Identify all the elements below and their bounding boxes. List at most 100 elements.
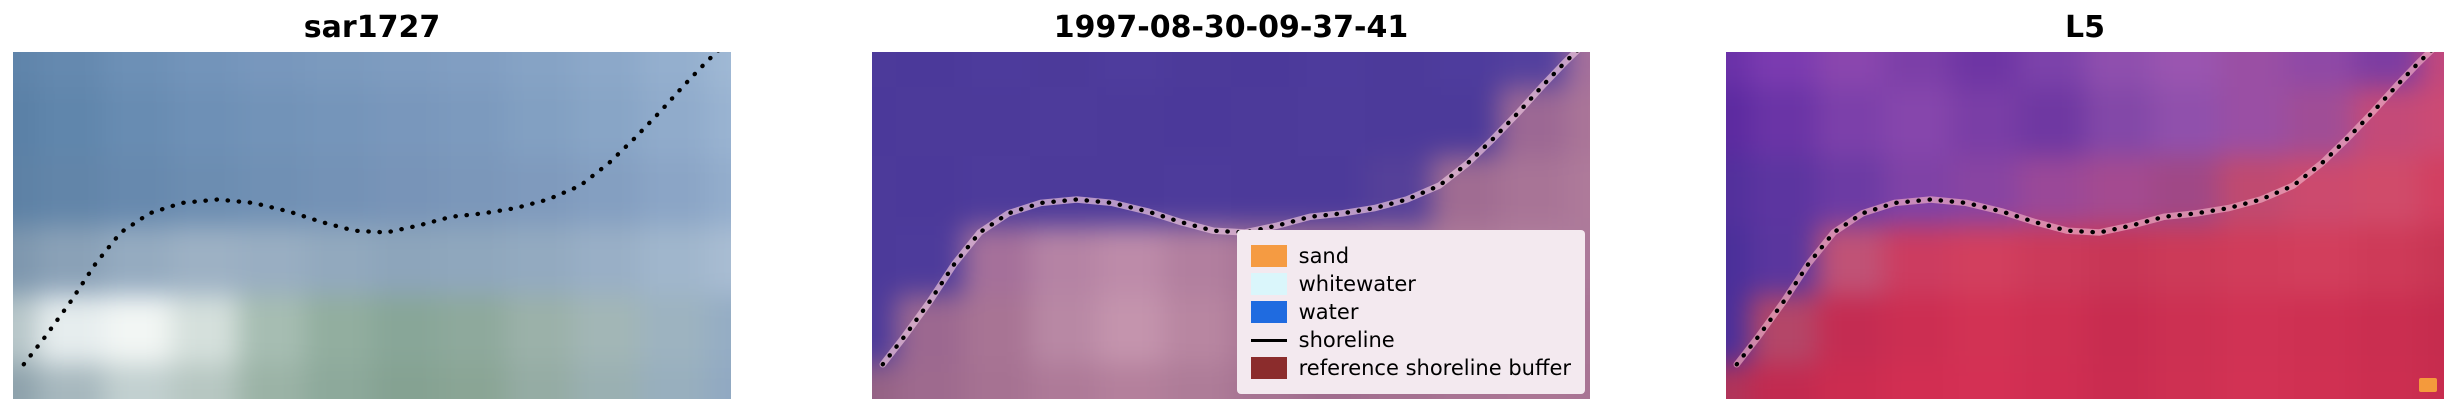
image-pixel (1816, 156, 1884, 226)
image-pixel (1096, 364, 1164, 399)
image-pixel (1298, 86, 1366, 157)
legend-item: shoreline (1250, 328, 1571, 352)
image-pixel (872, 86, 896, 157)
image-pixel (304, 225, 372, 295)
image-pixel (1749, 86, 1817, 157)
image-pixel (304, 156, 372, 226)
image-pixel (640, 364, 708, 399)
image-pixel (2017, 156, 2085, 226)
legend-label: water (1298, 300, 1359, 324)
image-pixel (36, 156, 104, 226)
image-pixel (2017, 294, 2085, 365)
image-pixel (573, 156, 641, 226)
image-pixel (170, 156, 238, 226)
image-pixel (1726, 225, 1750, 295)
image-pixel (872, 52, 896, 87)
shoreline-overlay-sar (21, 52, 720, 367)
image-pixel (1163, 294, 1231, 365)
image-pixel (1365, 52, 1433, 87)
image-pixel (36, 225, 104, 295)
image-pixel (170, 294, 238, 365)
image-pixel (2219, 294, 2287, 365)
legend-color-swatch (1250, 245, 1287, 267)
image-pixel (2152, 225, 2220, 295)
image-pixel (707, 225, 731, 295)
image-pixel (304, 86, 372, 157)
panel-title-l5: L5 (2065, 10, 2105, 45)
legend-label: sand (1298, 244, 1350, 268)
image-pixel (1883, 364, 1951, 399)
image-pixel (439, 52, 507, 87)
image-pixel (1749, 225, 1817, 295)
image-pixel (1499, 156, 1567, 226)
image-pixel (237, 52, 305, 87)
image-pixel (2286, 364, 2354, 399)
image-pixel (1816, 86, 1884, 157)
image-speck (2418, 378, 2437, 393)
image-pixel (872, 294, 896, 365)
image-pixel (1883, 156, 1951, 226)
image-pixel (962, 364, 1030, 399)
image-pixel (962, 52, 1030, 87)
image-pixel (895, 52, 963, 87)
image-pixel (2017, 364, 2085, 399)
legend-label: shoreline (1298, 328, 1395, 352)
image-pixel (439, 294, 507, 365)
image-pixel (506, 52, 574, 87)
image-pixel (2219, 364, 2287, 399)
image-pixel (506, 225, 574, 295)
image-pixel (439, 225, 507, 295)
image-pixel (237, 364, 305, 399)
image-pixel (1950, 294, 2018, 365)
image-pixel (1883, 225, 1951, 295)
image-pixel (1096, 52, 1164, 87)
image-pixel (1365, 86, 1433, 157)
image-pixel (1298, 52, 1366, 87)
sar-image (13, 52, 731, 399)
image-pixel (640, 156, 708, 226)
image-pixel (304, 52, 372, 87)
image-pixel (2152, 86, 2220, 157)
image-pixel (1726, 156, 1750, 226)
image-pixel (1231, 52, 1298, 87)
image-pixel (573, 364, 641, 399)
image-pixel (103, 86, 171, 157)
image-pixel (962, 86, 1030, 157)
image-pixel (372, 86, 439, 157)
image-pixel (237, 86, 305, 157)
image-pixel (2420, 156, 2444, 226)
image-pixel (1726, 86, 1750, 157)
legend-color-swatch (1250, 357, 1287, 379)
image-pixel (573, 294, 641, 365)
image-pixel (872, 364, 896, 399)
image-pixel (2420, 86, 2444, 157)
image-pixel (2152, 52, 2220, 87)
legend-item: sand (1250, 244, 1571, 268)
image-pixel (1816, 364, 1884, 399)
image-pixel (237, 294, 305, 365)
image-pixel (36, 86, 104, 157)
image-pixel (872, 156, 896, 226)
image-pixel (2286, 225, 2354, 295)
image-pixel (2219, 225, 2287, 295)
image-pixel (1566, 156, 1590, 226)
image-pixel (372, 52, 439, 87)
image-pixel (1029, 86, 1097, 157)
image-pixel (372, 225, 439, 295)
image-pixel (1163, 52, 1231, 87)
image-pixel (2152, 364, 2220, 399)
image-pixel (506, 86, 574, 157)
image-pixel (2219, 86, 2287, 157)
image-pixel (707, 86, 731, 157)
image-pixel (640, 225, 708, 295)
image-pixel (13, 52, 37, 87)
image-pixel (1566, 86, 1590, 157)
legend-color-swatch (1250, 301, 1287, 323)
image-pixel (170, 364, 238, 399)
image-pixel (1883, 294, 1951, 365)
image-pixel (439, 364, 507, 399)
legend-line-swatch (1250, 338, 1287, 342)
image-pixel (1096, 86, 1164, 157)
image-pixel (506, 364, 574, 399)
